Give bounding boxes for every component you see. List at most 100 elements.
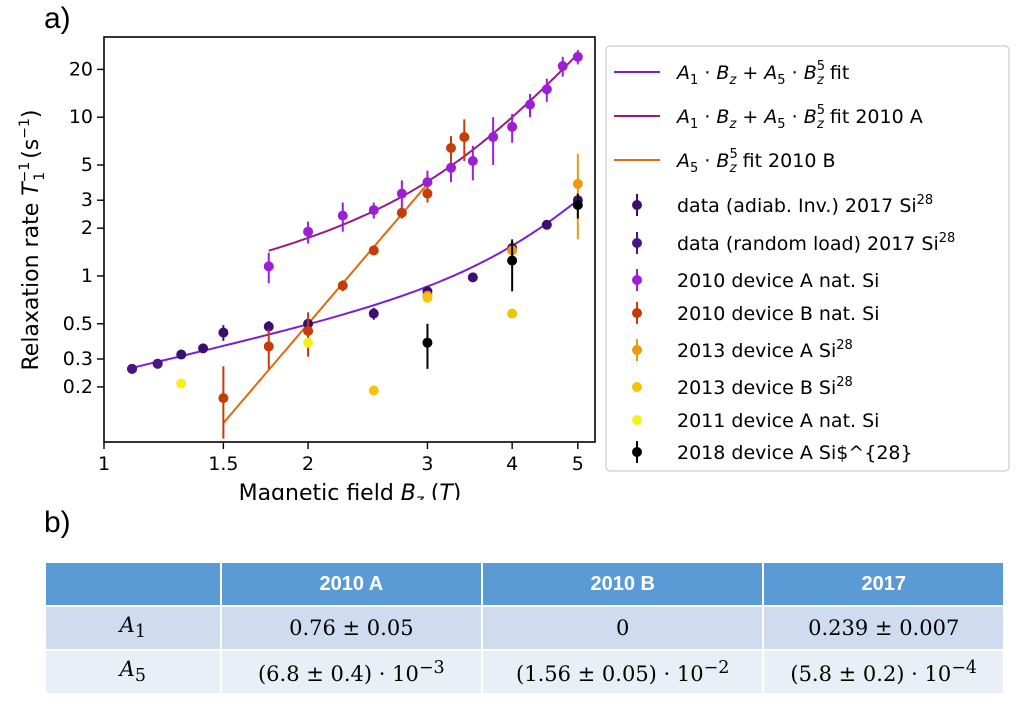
data-point — [368, 245, 379, 256]
data-point — [507, 255, 518, 266]
data-point — [422, 337, 433, 348]
data-point — [176, 378, 187, 389]
data-point — [422, 188, 433, 199]
legend-label: 2010 device B nat. Si — [677, 303, 879, 325]
legend-label: data (adiab. Inv.) 2017 Si28 — [677, 193, 933, 217]
y-tick-label: 0.5 — [63, 313, 93, 335]
table-header-2017: 2017 — [762, 561, 1005, 607]
axes: 1 1.5 2 3 4 5 0.2 0.3 0.5 1 2 3 5 10 20 — [63, 58, 584, 475]
table-header-row: 2010 A 2010 B 2017 — [44, 561, 1005, 607]
y-tick-label: 5 — [81, 154, 93, 176]
data-point — [263, 261, 274, 272]
data-point — [572, 178, 583, 189]
relaxation-rate-chart: 1 1.5 2 3 4 5 0.2 0.3 0.5 1 2 3 5 10 20 Magnetic field… — [17, 36, 1010, 500]
plot-frame — [103, 36, 596, 443]
table-header-corner — [44, 561, 222, 607]
y-tick-label: 3 — [81, 189, 93, 211]
data-point — [541, 84, 552, 95]
data-point — [368, 308, 379, 319]
data-point — [467, 155, 478, 166]
x-tick-label: 3 — [421, 453, 433, 475]
legend-box — [605, 45, 1010, 472]
table-row: A1 0.76 ± 0.05 0 0.239 ± 0.007 — [44, 605, 1005, 651]
x-axis-label: Magnetic field Bz (T) — [239, 481, 462, 500]
data-points — [127, 50, 583, 439]
data-point — [263, 321, 274, 332]
data-point — [303, 226, 314, 237]
data-point — [337, 210, 348, 221]
legend-label: A5 · B5 z fit 2010 B — [675, 147, 836, 176]
data-point — [557, 61, 568, 72]
legend-marker — [632, 308, 642, 318]
legend-items: A1 · Bz + A5 · B5 z fit A1 · Bz + A5 · B5 z… — [614, 59, 955, 464]
fit-curves — [131, 53, 579, 424]
panel-b-label: b) — [44, 506, 71, 539]
x-tick-label: 2 — [302, 453, 314, 475]
x-tick-label: 1.5 — [208, 453, 238, 475]
table-cell: 0.239 ± 0.007 — [762, 605, 1005, 651]
fit-parameter-table: 2010 A 2010 B 2017 A1 0.76 ± 0.05 0 0.23… — [44, 561, 1005, 695]
x-tick-label: 4 — [506, 453, 518, 475]
data-point — [152, 358, 163, 369]
legend-label: 2013 device A Si28 — [677, 338, 853, 362]
fit-line-1 — [131, 199, 579, 369]
x-tick-label: 5 — [572, 453, 584, 475]
row-label-a5: A5 — [44, 649, 222, 695]
data-point — [488, 132, 499, 143]
legend-marker — [632, 447, 642, 457]
legend-label: 2013 device B Si28 — [677, 375, 853, 399]
legend-marker — [632, 200, 642, 210]
data-point — [396, 207, 407, 218]
x-tick-label: 1 — [98, 453, 110, 475]
y-tick-label: 1 — [81, 265, 93, 287]
data-point — [198, 343, 209, 354]
data-point — [459, 132, 470, 143]
legend-marker — [632, 345, 642, 355]
data-point — [507, 308, 518, 319]
data-point — [218, 393, 229, 404]
data-point — [368, 205, 379, 216]
data-point — [263, 341, 274, 352]
data-point — [127, 363, 138, 374]
panel-a-label: a) — [44, 2, 71, 35]
legend: A1 · Bz + A5 · B5 z fit A1 · Bz + A5 · B5 z… — [605, 45, 1010, 472]
row-label-a1: A1 — [44, 605, 222, 651]
y-tick-label: 20 — [69, 58, 93, 80]
data-point — [446, 142, 457, 153]
data-point — [572, 51, 583, 62]
legend-label: A1 · Bz + A5 · B5 z fit — [675, 59, 849, 88]
y-tick-label: 0.3 — [63, 348, 93, 370]
data-point — [218, 327, 229, 338]
data-point — [446, 162, 457, 173]
data-point — [303, 326, 314, 337]
y-tick-label: 0.2 — [63, 376, 93, 398]
legend-label: A1 · Bz + A5 · B5 z fit 2010 A — [675, 103, 923, 132]
table-cell: 0 — [481, 605, 765, 651]
y-tick-label: 2 — [81, 217, 93, 239]
data-point — [572, 199, 583, 210]
data-point — [422, 177, 433, 188]
fit-line-2 — [268, 53, 579, 252]
legend-marker — [632, 238, 642, 248]
table-row: A5 (6.8 ± 0.4) · 10−3 (1.56 ± 0.05) · 10… — [44, 649, 1005, 695]
legend-marker — [632, 415, 642, 425]
data-point — [422, 292, 433, 303]
data-point — [541, 219, 552, 230]
table-header-2010b: 2010 B — [481, 561, 765, 607]
legend-label: 2018 device A Si$^{28} — [677, 442, 913, 464]
data-point — [176, 349, 187, 360]
legend-label: data (random load) 2017 Si28 — [677, 231, 955, 255]
y-axis-label: Relaxation rate T−11 (s−1) — [17, 109, 48, 370]
fit-line-3 — [222, 183, 429, 424]
data-point — [337, 280, 348, 291]
table-cell: (5.8 ± 0.2) · 10−4 — [762, 649, 1005, 695]
data-point — [524, 99, 535, 110]
y-tick-label: 10 — [69, 106, 93, 128]
legend-label: 2011 device A nat. Si — [677, 410, 879, 432]
data-point — [368, 385, 379, 396]
data-point — [303, 337, 314, 348]
data-point — [467, 272, 478, 283]
table-cell: (6.8 ± 0.4) · 10−3 — [219, 649, 484, 695]
table-cell: (1.56 ± 0.05) · 10−2 — [481, 649, 765, 695]
legend-label: 2010 device A nat. Si — [677, 270, 879, 292]
